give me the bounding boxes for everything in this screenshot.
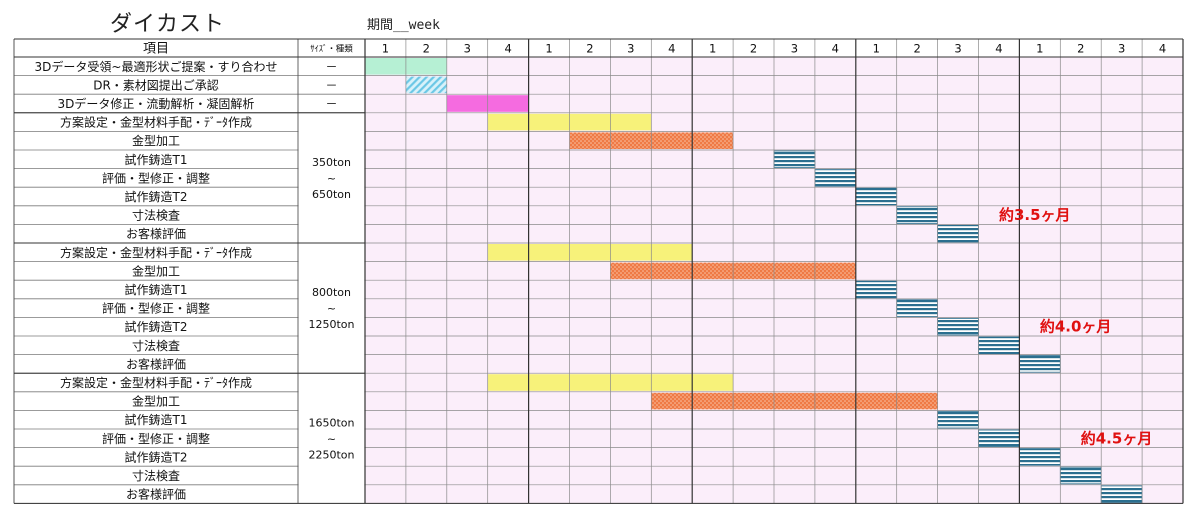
- row-label: 3Dデータ受領~最適形状ご提案・すり合わせ: [35, 59, 278, 74]
- gantt-bar: [1019, 448, 1061, 466]
- week-label: 1: [709, 42, 716, 56]
- row-label: 評価・型修正・調整: [102, 301, 210, 316]
- gantt-bar: [978, 336, 1020, 355]
- week-label: 3: [464, 42, 471, 56]
- group-size-label: 650ton: [312, 188, 351, 201]
- duration-annotation: 約3.5ヶ月: [999, 206, 1071, 224]
- week-label: 2: [913, 42, 920, 56]
- group-size-label: 1250ton: [308, 318, 354, 331]
- header-item: 項目: [143, 42, 169, 57]
- row-label: 金型加工: [132, 394, 180, 409]
- duration-annotation: 約4.5ヶ月: [1081, 429, 1153, 447]
- week-label: 4: [832, 42, 839, 56]
- row-label: 試作鋳造T2: [125, 319, 188, 334]
- gantt-bar: [814, 169, 857, 187]
- row-label: 評価・型修正・調整: [102, 431, 210, 446]
- size-label: －: [325, 78, 337, 92]
- week-label: 1: [382, 42, 389, 56]
- row-label: お客様評価: [126, 226, 186, 241]
- week-label: 4: [995, 42, 1002, 56]
- week-label: 4: [1159, 42, 1166, 56]
- week-label: 3: [954, 42, 961, 56]
- gantt-bar: [1019, 355, 1061, 373]
- week-label: 2: [586, 42, 593, 56]
- size-merged-cell: [298, 373, 365, 503]
- gantt-bar: [855, 280, 898, 299]
- week-label: 2: [750, 42, 757, 56]
- period-label: 期間__week: [367, 18, 440, 33]
- size-label: －: [325, 60, 337, 74]
- gantt-bar: [937, 317, 979, 336]
- row-label: 試作鋳造T2: [125, 189, 188, 204]
- gantt-bar: [937, 410, 979, 429]
- gantt-bar: [855, 187, 898, 206]
- gantt-bar: [487, 244, 693, 261]
- duration-annotation: 約4.0ヶ月: [1040, 318, 1112, 336]
- row-label: 試作鋳造T2: [125, 449, 188, 464]
- week-label: 1: [1036, 42, 1043, 56]
- gantt-bar: [773, 150, 816, 169]
- group-size-label: 2250ton: [308, 448, 354, 461]
- week-label: 3: [791, 42, 798, 56]
- group-size-label: ~: [327, 172, 336, 185]
- group-size-label: 350ton: [312, 156, 351, 169]
- row-label: 金型加工: [132, 263, 180, 278]
- group-size-label: 800ton: [312, 286, 351, 299]
- row-label: 寸法検査: [132, 209, 180, 223]
- gantt-bar: [937, 224, 979, 243]
- group-size-label: 1650ton: [308, 416, 354, 429]
- row-label: 試作鋳造T1: [125, 282, 188, 297]
- gantt-bar: [405, 76, 447, 94]
- size-merged-cell: [298, 113, 365, 243]
- group-size-label: ~: [327, 302, 336, 315]
- page-title: ダイカスト: [110, 12, 226, 37]
- week-label: 2: [1077, 42, 1084, 56]
- row-label: お客様評価: [126, 356, 186, 371]
- gantt-bar: [896, 299, 939, 317]
- gantt-bar: [1059, 466, 1102, 485]
- row-label: 評価・型修正・調整: [102, 170, 210, 185]
- size-label: －: [325, 97, 337, 111]
- gantt-bar: [651, 392, 938, 410]
- row-label: 寸法検査: [132, 469, 180, 483]
- week-label: 3: [627, 42, 634, 56]
- week-label: 4: [504, 42, 511, 56]
- header-size: ｻｲｽﾞ・種類: [310, 44, 353, 55]
- row-label: 方案設定・金型材料手配・ﾃﾞｰﾀ作成: [60, 115, 252, 130]
- gantt-bar: [896, 206, 939, 224]
- week-label: 4: [668, 42, 675, 56]
- row-label: DR・素材図提出ご承認: [93, 77, 219, 92]
- gantt-bar: [1100, 485, 1143, 503]
- row-label: 寸法検査: [132, 339, 180, 353]
- week-label: 3: [1118, 42, 1125, 56]
- row-label: 3Dデータ修正・流動解析・凝固解析: [58, 96, 255, 111]
- week-label: 1: [873, 42, 880, 56]
- row-label: 方案設定・金型材料手配・ﾃﾞｰﾀ作成: [60, 375, 252, 390]
- gantt-bar: [978, 429, 1020, 448]
- size-merged-cell: [298, 243, 365, 373]
- row-label: 金型加工: [132, 133, 180, 148]
- row-label: 試作鋳造T1: [125, 152, 188, 167]
- group-size-label: ~: [327, 432, 336, 445]
- week-label: 2: [423, 42, 430, 56]
- row-label: 試作鋳造T1: [125, 412, 188, 427]
- row-label: お客様評価: [126, 487, 186, 502]
- row-label: 方案設定・金型材料手配・ﾃﾞｰﾀ作成: [60, 245, 252, 260]
- week-label: 1: [545, 42, 552, 56]
